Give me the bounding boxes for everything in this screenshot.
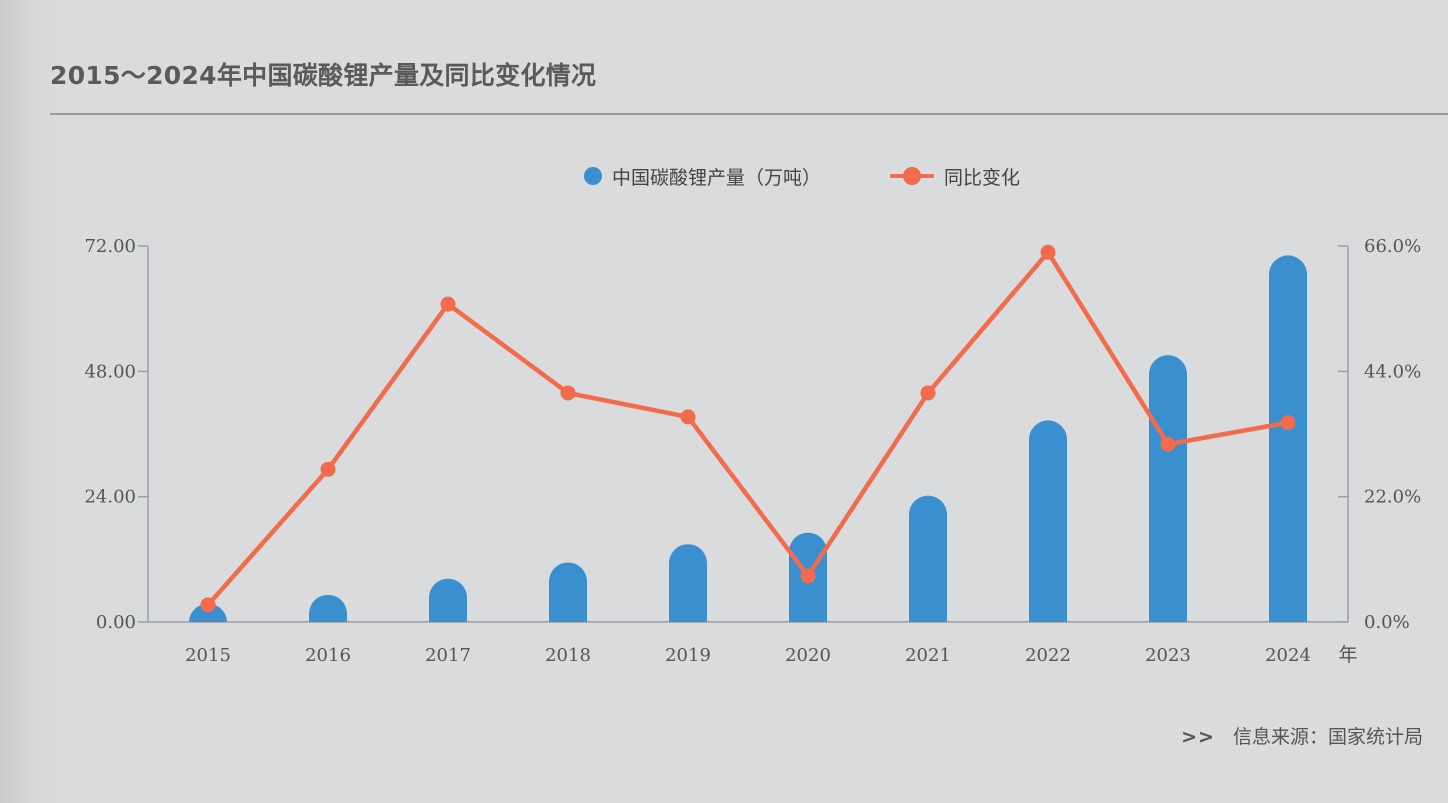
yoy-point	[680, 409, 696, 425]
y-left-tick-label: 0.00	[96, 612, 136, 633]
x-tick-label: 2020	[785, 645, 831, 666]
y-left-tick-label: 24.00	[84, 487, 136, 508]
x-tick-label: 2018	[545, 645, 591, 666]
y-right-tick-label: 66.0%	[1364, 236, 1421, 257]
yoy-point	[200, 597, 216, 613]
source-arrow-icon: >>	[1181, 726, 1215, 748]
y-right-tick-label: 0.0%	[1364, 612, 1410, 633]
legend-label-yoy: 同比变化	[944, 166, 1021, 189]
legend-item-production[interactable]: 中国碳酸锂产量（万吨）	[584, 160, 821, 192]
yoy-point	[320, 461, 336, 477]
legend-bar-marker	[584, 167, 602, 185]
x-tick-label: 2021	[905, 645, 951, 666]
yoy-point	[560, 385, 576, 401]
production-bar	[1269, 255, 1307, 622]
yoy-point	[1160, 436, 1176, 452]
source-note: >> 信息来源：国家统计局	[1181, 722, 1423, 749]
y-right-tick-label: 44.0%	[1364, 361, 1421, 382]
production-bar	[909, 495, 947, 622]
legend-item-yoy[interactable]: 同比变化	[890, 160, 1020, 192]
x-tick-label: 2016	[305, 645, 351, 666]
page-title: 2015～2024年中国碳酸锂产量及同比变化情况	[50, 61, 597, 90]
x-axis-unit-label: 年	[1338, 644, 1357, 666]
yoy-point	[1280, 415, 1296, 431]
source-text: 信息来源：国家统计局	[1232, 726, 1423, 748]
production-bar	[669, 544, 707, 622]
production-bar	[549, 562, 587, 622]
title-divider	[50, 113, 1448, 115]
production-bar	[189, 603, 227, 622]
y-left-tick-label: 48.00	[84, 361, 136, 382]
yoy-point	[800, 568, 816, 584]
x-tick-label: 2023	[1145, 645, 1191, 666]
yoy-point	[440, 296, 456, 312]
x-tick-label: 2024	[1265, 645, 1311, 666]
chart-legend: 中国碳酸锂产量（万吨） 同比变化	[0, 160, 1448, 192]
production-bar	[429, 578, 467, 622]
production-bar	[309, 594, 347, 622]
x-tick-label: 2022	[1025, 645, 1071, 666]
yoy-series-line	[205, 250, 1291, 608]
x-tick-label: 2017	[425, 645, 471, 666]
yoy-point	[920, 385, 936, 401]
x-tick-label: 2019	[665, 645, 711, 666]
legend-label-production: 中国碳酸锂产量（万吨）	[612, 166, 822, 189]
production-bar	[1149, 355, 1187, 622]
y-left-tick-label: 72.00	[84, 236, 136, 257]
production-bar	[1029, 420, 1067, 622]
y-right-tick-label: 22.0%	[1364, 487, 1421, 508]
x-tick-label: 2015	[185, 645, 231, 666]
yoy-point	[1040, 244, 1056, 260]
legend-line-marker	[890, 167, 934, 185]
